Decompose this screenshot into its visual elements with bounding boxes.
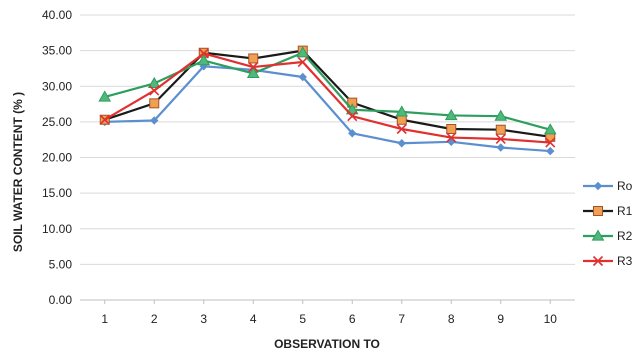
data-point [494,109,508,121]
series-line [104,65,551,153]
x-tick-label: 6 [349,312,356,326]
legend-item-r2: R2 [583,229,633,243]
x-marker-stroke [149,85,160,96]
x-tick-label: 4 [250,312,257,326]
data-point [545,137,556,148]
legend-swatch-marker [591,229,605,241]
legend-label: R1 [617,204,633,218]
axes [80,299,575,304]
x-marker-stroke [592,255,604,267]
data-point [396,123,407,135]
legend: Ro R1 R2 R3 [583,179,633,268]
x-axis-title: OBSERVATION TO [274,337,380,351]
y-tick-label: 30.00 [42,79,72,93]
data-point [150,116,159,125]
y-tick-label: 0.00 [49,293,73,307]
legend-label: R3 [617,254,633,268]
data-point [397,139,406,148]
y-tick-label: 15.00 [42,186,72,200]
x-tick-label: 1 [101,312,108,326]
x-tick-label: 5 [299,312,306,326]
data-point [546,146,555,156]
y-tick-label: 20.00 [42,151,72,165]
data-point [248,61,259,73]
legend-item-ro: Ro [583,179,633,193]
data-point [149,98,160,109]
data-point [543,123,557,135]
x-tick-label: 10 [544,312,558,326]
data-point [99,114,110,125]
data-point [446,124,457,134]
data-point [198,48,209,59]
data-point [347,111,358,122]
data-point [495,124,506,135]
data-point [248,53,259,64]
data-point [396,114,407,125]
legend-swatch-marker [593,206,603,216]
series-lines [98,45,557,156]
data-point [298,72,307,82]
x-tick-label: 8 [448,312,455,326]
x-marker-stroke [347,111,358,122]
legend-item-r3: R3 [583,254,633,268]
y-tick-label: 35.00 [42,44,72,58]
data-point [147,76,161,89]
data-point [446,132,457,143]
series-r3 [99,48,556,148]
y-tick-label: 40.00 [42,8,72,22]
x-marker-stroke [495,133,506,145]
data-point [246,66,260,79]
x-marker-stroke [297,56,308,68]
data-point [348,129,357,138]
x-tick-label: 9 [497,312,504,326]
x-marker-stroke [248,61,259,73]
y-tick-label: 10.00 [42,222,72,236]
y-tick-labels: 0.00 5.00 10.00 15.00 20.00 25.00 30.00 35.00 40… [42,8,72,307]
y-tick-label: 5.00 [49,257,73,271]
y-tick-label: 25.00 [42,115,72,129]
x-tick-label: 2 [151,312,158,326]
data-point [496,143,505,152]
x-tick-label: 3 [200,312,207,326]
series-r2 [98,46,557,135]
legend-label: Ro [617,179,633,193]
data-point [297,56,308,68]
data-point [296,46,310,58]
x-tick-labels: 1 2 3 4 5 6 7 8 9 10 [101,312,557,326]
data-point [197,54,211,66]
data-point [395,105,409,117]
legend-label: R2 [617,229,633,243]
data-point [149,85,160,96]
legend-item-r1: R1 [583,204,633,218]
legend-swatch-marker [593,181,603,191]
data-point [98,90,112,102]
data-point [444,108,458,121]
x-marker-stroke [545,137,556,148]
series-r1 [99,45,556,142]
data-point [345,103,359,115]
legend-swatch-marker [592,255,604,267]
series-line [104,51,551,131]
data-point [495,133,506,145]
x-marker-stroke [198,48,209,59]
x-tick-label: 7 [398,312,405,326]
series-line [104,49,551,138]
y-axis-title: SOIL WATER CONTENT (% ) [11,92,25,252]
x-marker-stroke [396,123,407,135]
series-line [104,52,551,144]
x-marker-stroke [99,114,110,125]
x-marker-stroke [446,132,457,143]
gridlines [80,14,575,265]
